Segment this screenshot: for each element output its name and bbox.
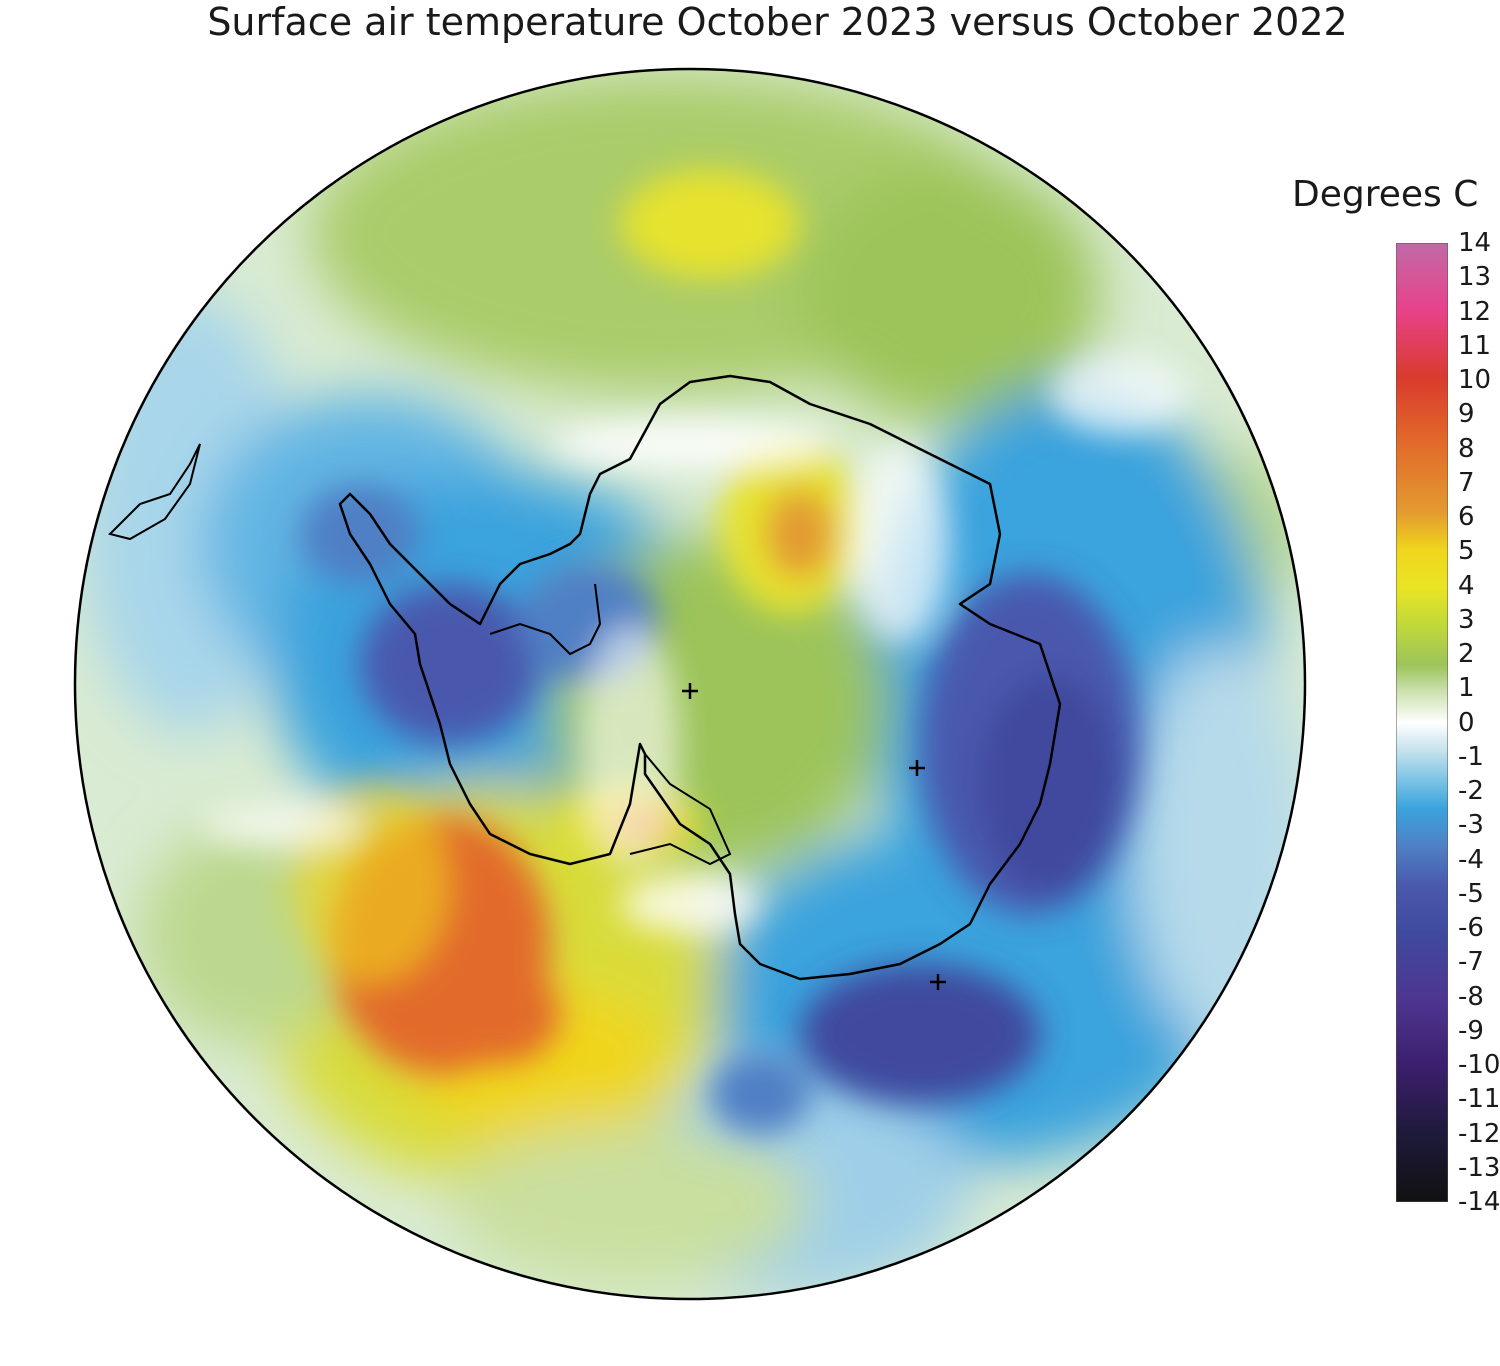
legend-tick-label: -12 <box>1458 1118 1500 1149</box>
legend-tick-label: 2 <box>1458 639 1475 669</box>
legend-tick-label: 5 <box>1458 536 1475 567</box>
legend-tick-label: -8 <box>1458 981 1484 1012</box>
legend-tick-label: 8 <box>1458 433 1475 464</box>
legend-tick-label: 12 <box>1458 296 1492 327</box>
legend-tick-label: -4 <box>1458 844 1484 875</box>
south-america-tip <box>108 443 201 541</box>
legend-tick-label: -9 <box>1458 1015 1484 1046</box>
legend-tick-label: -14 <box>1458 1187 1500 1217</box>
legend-tick-label: 11 <box>1458 330 1492 361</box>
legend-tick-label: -13 <box>1458 1152 1500 1183</box>
legend-tick-label: 10 <box>1458 365 1492 395</box>
legend-tick-label: 4 <box>1458 570 1475 601</box>
plus-marker <box>909 760 925 776</box>
legend-tick-label: 7 <box>1458 467 1475 498</box>
legend-tick-label: -10 <box>1458 1050 1500 1080</box>
antarctica-coastline <box>338 374 1062 981</box>
legend-tick-label: 1 <box>1458 673 1475 704</box>
legend-tick-label: -5 <box>1458 878 1484 909</box>
color-scale-bar <box>1396 243 1448 1202</box>
legend-tick-label: 9 <box>1458 399 1475 430</box>
legend-tick-label: -2 <box>1458 776 1484 806</box>
legend-tick-label: 13 <box>1458 262 1492 293</box>
legend-tick-label: 0 <box>1458 707 1475 738</box>
legend-tick-label: 3 <box>1458 604 1475 635</box>
map-title: Surface air temperature October 2023 ver… <box>207 0 1348 44</box>
legend-tick-label: -1 <box>1458 741 1484 772</box>
legend-tick-label: 6 <box>1458 502 1475 532</box>
weddell-ice-shelf <box>489 583 602 656</box>
plus-marker <box>930 974 946 990</box>
legend-title: Degrees C <box>1292 174 1479 215</box>
temperature-field <box>75 69 1305 1299</box>
legend-tick-label: -11 <box>1458 1084 1500 1115</box>
legend-tick-label: -6 <box>1458 913 1484 943</box>
legend-tick-label: 14 <box>1458 228 1492 258</box>
plus-marker <box>682 683 698 699</box>
legend-tick-label: -7 <box>1458 947 1484 978</box>
map-boundary-circle <box>73 67 1307 1301</box>
legend-tick-label: -3 <box>1458 810 1484 841</box>
antarctic-temperature-map <box>73 67 1307 1301</box>
ross-ice-shelf <box>629 753 732 866</box>
